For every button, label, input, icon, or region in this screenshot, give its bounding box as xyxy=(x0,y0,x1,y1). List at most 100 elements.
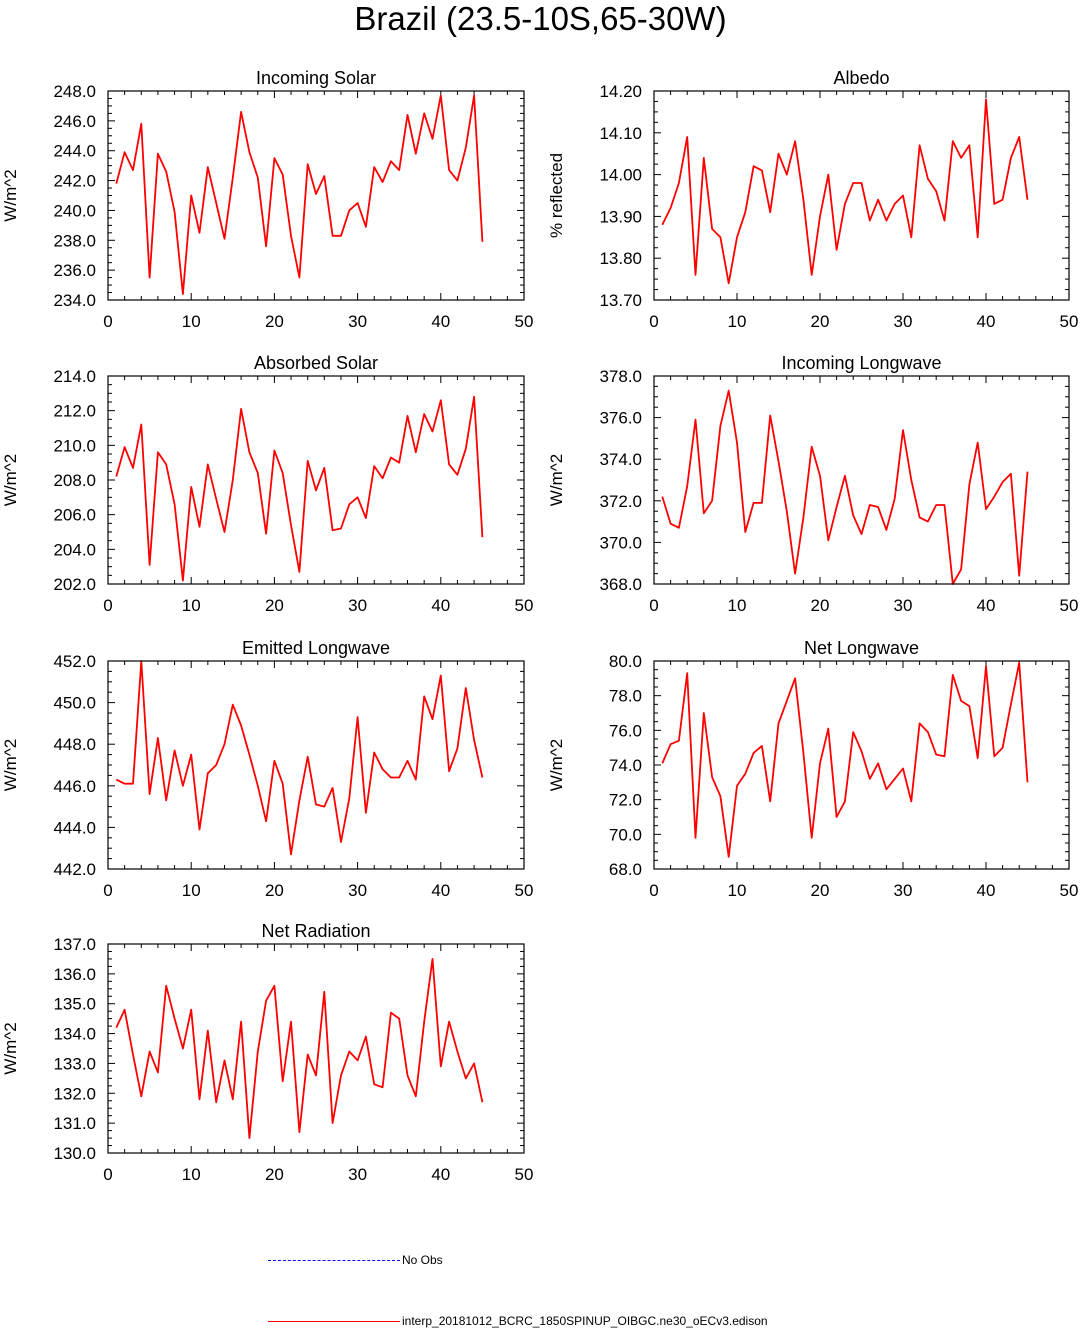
figure-title: Brazil (23.5-10S,65-30W) xyxy=(354,0,727,37)
y-tick-label: 13.70 xyxy=(599,291,642,310)
panel-title: Albedo xyxy=(833,68,889,88)
y-tick-label: 246.0 xyxy=(53,112,96,131)
y-tick-label: 74.0 xyxy=(609,756,642,775)
chart-panel-2: Albedo % reflected 13.70 13.80 13.90 14.00 14.… xyxy=(547,68,1078,331)
y-tick-label: 130.0 xyxy=(53,1144,96,1163)
y-tick-label: 444.0 xyxy=(53,818,96,837)
y-tick-label: 13.90 xyxy=(599,207,642,226)
y-tick-label: 206.0 xyxy=(53,506,96,525)
y-tick-label: 372.0 xyxy=(599,492,642,511)
y-axis-label: % reflected xyxy=(547,153,566,238)
chart-panel-1: Incoming Solar W/m^2 234.0 236.0 238.0 240.0 2… xyxy=(1,68,533,331)
x-tick-label: 30 xyxy=(894,596,913,615)
plot-frame xyxy=(107,90,525,301)
y-tick-label: 72.0 xyxy=(609,791,642,810)
y-tick-label: 14.10 xyxy=(599,124,642,143)
x-tick-label: 0 xyxy=(103,1165,112,1184)
x-tick-label: 10 xyxy=(182,596,201,615)
x-tick-label: 0 xyxy=(649,596,658,615)
series-line-1 xyxy=(115,94,484,295)
y-tick-label: 78.0 xyxy=(609,687,642,706)
panel-title: Net Longwave xyxy=(804,638,919,658)
y-tick-label: 204.0 xyxy=(53,540,96,559)
legend-model-line xyxy=(268,1320,400,1322)
legend-obs-label: No Obs xyxy=(402,1253,443,1267)
series-line-1 xyxy=(661,389,1029,585)
panel-title: Incoming Longwave xyxy=(781,353,941,373)
chart-panel-7: Net Radiation W/m^2 130.0 131.0 132.0 133.0 13… xyxy=(1,921,533,1184)
y-tick-label: 131.0 xyxy=(53,1114,96,1133)
panel-title: Net Radiation xyxy=(261,921,370,941)
x-tick-label: 10 xyxy=(728,596,747,615)
y-axis-label: W/m^2 xyxy=(1,1022,20,1074)
y-tick-label: 68.0 xyxy=(609,860,642,879)
series-line-1 xyxy=(115,958,484,1139)
x-tick-label: 30 xyxy=(894,312,913,331)
y-tick-label: 132.0 xyxy=(53,1084,96,1103)
y-tick-label: 133.0 xyxy=(53,1054,96,1073)
panel-title: Emitted Longwave xyxy=(242,638,390,658)
y-tick-label: 234.0 xyxy=(53,291,96,310)
x-tick-label: 10 xyxy=(728,881,747,900)
y-axis-label: W/m^2 xyxy=(1,454,20,506)
x-tick-label: 0 xyxy=(649,881,658,900)
y-tick-label: 240.0 xyxy=(53,201,96,220)
x-tick-label: 40 xyxy=(431,881,450,900)
series-line-1 xyxy=(661,98,1029,285)
series-line-1 xyxy=(661,661,1029,858)
x-tick-label: 50 xyxy=(515,1165,534,1184)
series-line-1 xyxy=(115,660,484,856)
x-tick-label: 30 xyxy=(348,596,367,615)
x-tick-label: 0 xyxy=(649,312,658,331)
x-tick-label: 30 xyxy=(348,1165,367,1184)
y-tick-label: 450.0 xyxy=(53,694,96,713)
x-tick-label: 40 xyxy=(977,881,996,900)
y-tick-label: 238.0 xyxy=(53,231,96,250)
chart-panel-3: Absorbed Solar W/m^2 202.0 204.0 206.0 208.0 2… xyxy=(1,353,533,615)
y-tick-label: 442.0 xyxy=(53,860,96,879)
y-tick-label: 244.0 xyxy=(53,142,96,161)
panel-title: Incoming Solar xyxy=(256,68,376,88)
x-tick-label: 20 xyxy=(811,312,830,331)
plot-frame xyxy=(107,660,525,870)
x-tick-label: 10 xyxy=(182,312,201,331)
y-tick-label: 136.0 xyxy=(53,965,96,984)
y-axis-label: W/m^2 xyxy=(1,169,20,221)
legend-obs: No Obs xyxy=(268,1253,443,1267)
y-tick-label: 13.80 xyxy=(599,249,642,268)
chart-panel-5: Emitted Longwave W/m^2 442.0 444.0 446.0 448.… xyxy=(1,638,533,900)
plot-frame xyxy=(653,660,1070,870)
x-tick-label: 20 xyxy=(811,881,830,900)
x-tick-label: 40 xyxy=(431,1165,450,1184)
y-tick-label: 446.0 xyxy=(53,777,96,796)
x-tick-label: 10 xyxy=(728,312,747,331)
x-tick-label: 10 xyxy=(182,881,201,900)
panel-title: Absorbed Solar xyxy=(254,353,378,373)
y-tick-label: 134.0 xyxy=(53,1025,96,1044)
y-tick-label: 70.0 xyxy=(609,825,642,844)
y-tick-label: 135.0 xyxy=(53,995,96,1014)
y-tick-label: 248.0 xyxy=(53,82,96,101)
y-tick-label: 214.0 xyxy=(53,367,96,386)
x-tick-label: 20 xyxy=(265,596,284,615)
y-tick-label: 210.0 xyxy=(53,436,96,455)
y-tick-label: 137.0 xyxy=(53,935,96,954)
x-tick-label: 40 xyxy=(431,312,450,331)
x-tick-label: 10 xyxy=(182,1165,201,1184)
y-axis-label: W/m^2 xyxy=(547,739,566,791)
x-tick-label: 20 xyxy=(265,1165,284,1184)
chart-panel-6: Net Longwave W/m^2 68.0 70.0 72.0 74.0 76.0 78.… xyxy=(547,638,1078,900)
x-tick-label: 20 xyxy=(811,596,830,615)
x-tick-label: 50 xyxy=(1060,312,1079,331)
y-tick-label: 202.0 xyxy=(53,575,96,594)
series-line-1 xyxy=(115,395,484,582)
x-tick-label: 40 xyxy=(431,596,450,615)
y-tick-label: 242.0 xyxy=(53,172,96,191)
plot-frame xyxy=(107,375,525,585)
y-tick-label: 212.0 xyxy=(53,402,96,421)
x-tick-label: 30 xyxy=(894,881,913,900)
x-tick-label: 20 xyxy=(265,881,284,900)
x-tick-label: 0 xyxy=(103,881,112,900)
y-tick-label: 14.20 xyxy=(599,82,642,101)
